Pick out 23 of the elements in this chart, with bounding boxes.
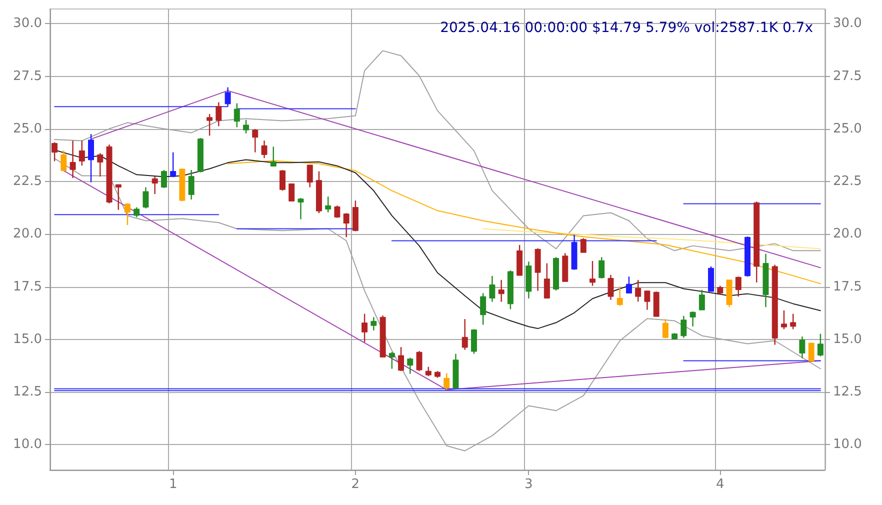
y2-tick-label: 20.0 <box>833 226 862 242</box>
y-tick-label: 10.0 <box>13 437 42 452</box>
text: 2025.04.16 00:00:00 $14.79 5.79% vol:2587.1K 0.7x <box>440 20 813 36</box>
y-tick-label: 12.5 <box>13 384 42 400</box>
y2-tick-label: 15.0 <box>833 332 862 347</box>
y-tick-label: 30.0 <box>13 16 42 32</box>
y-tick-label: 25.0 <box>13 121 42 136</box>
y-tick-label: 27.5 <box>13 68 42 84</box>
y2-tick-label: 25.0 <box>833 121 862 136</box>
x-tick-label: 2 <box>351 477 360 492</box>
y2-tick-label: 30.0 <box>833 16 862 32</box>
y2-tick-label: 27.5 <box>833 68 862 84</box>
x-tick-label: 3 <box>524 477 533 492</box>
y-tick-label: 17.5 <box>13 279 42 294</box>
y-tick-label: 20.0 <box>13 226 42 242</box>
y2-tick-label: 12.5 <box>833 384 862 400</box>
y2-tick-label: 10.0 <box>833 437 862 452</box>
x-tick-label: 1 <box>168 477 178 492</box>
y2-tick-label: 17.5 <box>833 279 862 294</box>
x-tick-label: 4 <box>716 477 724 492</box>
y-tick-label: 15.0 <box>13 332 42 347</box>
y2-tick-label: 22.5 <box>833 174 862 190</box>
y-tick-label: 22.5 <box>13 174 42 190</box>
